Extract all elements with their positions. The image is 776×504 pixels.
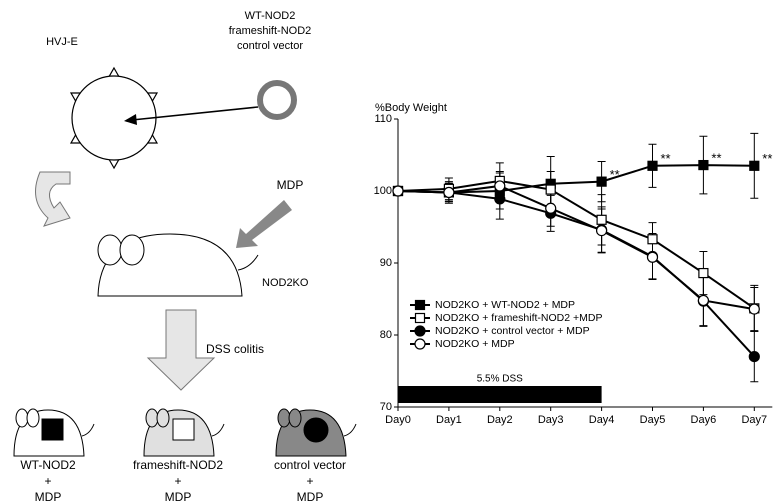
point bbox=[546, 203, 556, 213]
legend-marker bbox=[415, 326, 425, 336]
figure: HVJ-E WT-NOD2 frameshift-NOD2 control ve… bbox=[0, 0, 776, 504]
point bbox=[749, 352, 759, 362]
x-tick-label: Day2 bbox=[487, 414, 513, 426]
point bbox=[648, 252, 658, 262]
group-label: MDP bbox=[297, 490, 324, 504]
y-tick-label: 90 bbox=[380, 257, 392, 269]
x-tick-label: Day5 bbox=[640, 414, 666, 426]
y-tick-label: 70 bbox=[380, 401, 392, 413]
mouse-label: NOD2KO bbox=[262, 277, 309, 289]
vector-label: control vector bbox=[237, 40, 303, 52]
point bbox=[648, 235, 657, 244]
point bbox=[444, 187, 454, 197]
x-tick-label: Day3 bbox=[538, 414, 564, 426]
x-tick-label: Day0 bbox=[385, 414, 411, 426]
point bbox=[495, 181, 505, 191]
mouse-control bbox=[276, 409, 356, 456]
legend-label: NOD2KO + control vector + MDP bbox=[435, 325, 590, 337]
legend-label: NOD2KO + WT-NOD2 + MDP bbox=[435, 299, 575, 311]
annotation: ** bbox=[661, 151, 671, 166]
legend-marker bbox=[416, 314, 425, 323]
dss-label: 5.5% DSS bbox=[477, 374, 523, 385]
point bbox=[597, 177, 606, 186]
annotation: ** bbox=[762, 151, 772, 166]
point bbox=[699, 161, 708, 170]
mouse-wt bbox=[14, 409, 94, 456]
mdp-label: MDP bbox=[277, 178, 304, 192]
point bbox=[393, 186, 403, 196]
annotation: ** bbox=[711, 151, 721, 166]
y-tick-label: 110 bbox=[374, 113, 392, 125]
dss-bar bbox=[398, 386, 602, 403]
legend-marker bbox=[415, 339, 425, 349]
point bbox=[750, 161, 759, 170]
group-label: MDP bbox=[165, 490, 192, 504]
point bbox=[648, 161, 657, 170]
group-label: WT-NOD2 bbox=[20, 458, 76, 472]
x-tick-label: Day6 bbox=[691, 414, 717, 426]
point bbox=[597, 226, 607, 236]
vector-label: frameshift-NOD2 bbox=[229, 25, 312, 37]
group-label: MDP bbox=[35, 490, 62, 504]
mdp-arrow bbox=[236, 200, 292, 248]
point bbox=[597, 215, 606, 224]
treatment-label: DSS colitis bbox=[206, 342, 264, 356]
group-label: + bbox=[174, 474, 181, 488]
point bbox=[699, 269, 708, 278]
y-tick-label: 80 bbox=[380, 329, 392, 341]
curved-arrow bbox=[36, 172, 71, 226]
legend-marker bbox=[416, 301, 425, 310]
legend-label: NOD2KO + frameshift-NOD2 +MDP bbox=[435, 312, 602, 324]
point bbox=[698, 295, 708, 305]
group-label: + bbox=[44, 474, 51, 488]
x-tick-label: Day4 bbox=[589, 414, 615, 426]
group-labels: WT-NOD2 + MDP frameshift-NOD2 + MDP control ve… bbox=[20, 458, 346, 504]
vector-ring bbox=[260, 83, 294, 117]
group-label: frameshift-NOD2 bbox=[133, 458, 223, 472]
group-label: + bbox=[306, 474, 313, 488]
hvj-label: HVJ-E bbox=[46, 36, 78, 48]
x-tick-label: Day7 bbox=[741, 414, 767, 426]
y-tick-label: 100 bbox=[374, 185, 392, 197]
legend-label: NOD2KO + MDP bbox=[435, 338, 515, 350]
annotation: ** bbox=[610, 167, 620, 182]
down-arrow bbox=[148, 310, 214, 390]
vector-label: WT-NOD2 bbox=[245, 10, 296, 22]
group-label: control vector bbox=[274, 458, 346, 472]
mouse-frameshift bbox=[144, 409, 224, 456]
point bbox=[495, 194, 505, 204]
x-tick-label: Day1 bbox=[436, 414, 462, 426]
mouse bbox=[98, 234, 258, 296]
point bbox=[749, 304, 759, 314]
point bbox=[546, 185, 555, 194]
